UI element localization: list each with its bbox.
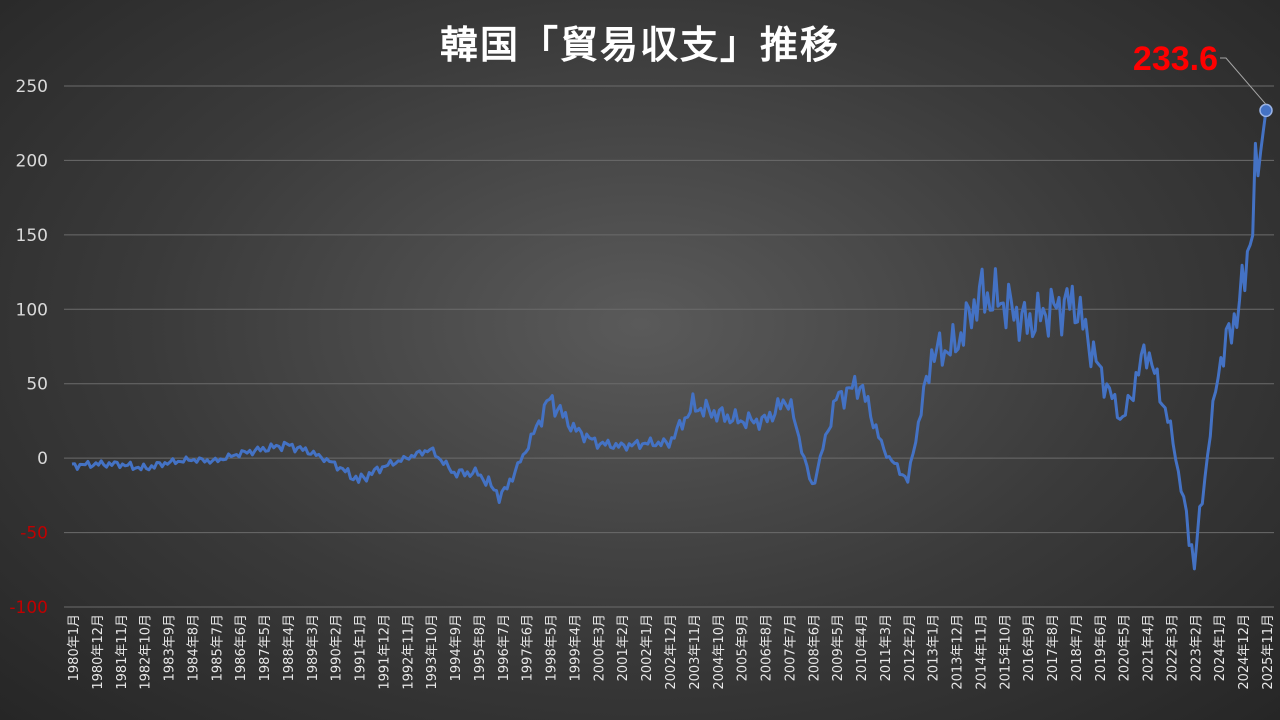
x-tick-label: 2025年11月 bbox=[1261, 614, 1276, 690]
x-tick-label: 2002年1月 bbox=[640, 614, 655, 681]
x-tick-label: 1980年12月 bbox=[91, 614, 106, 690]
x-tick-label: 2001年2月 bbox=[616, 614, 631, 681]
x-tick-label: 2015年10月 bbox=[998, 614, 1013, 690]
x-tick-label: 1999年4月 bbox=[568, 614, 583, 681]
x-tick-label: 1980年1月 bbox=[67, 614, 82, 681]
x-tick-label: 2012年2月 bbox=[903, 614, 918, 681]
x-tick-label: 1990年2月 bbox=[330, 614, 345, 681]
y-tick-label: -100 bbox=[9, 598, 48, 618]
x-tick-label: 1981年11月 bbox=[115, 614, 130, 690]
x-tick-label: 1985年7月 bbox=[210, 614, 225, 681]
last-point-marker bbox=[1259, 103, 1273, 118]
x-tick-label: 2007年7月 bbox=[783, 614, 798, 681]
x-tick-label: 2014年11月 bbox=[974, 614, 989, 690]
x-tick-label: 2005年9月 bbox=[736, 614, 751, 681]
x-tick-label: 1992年11月 bbox=[401, 614, 416, 690]
x-tick-label: 2006年8月 bbox=[760, 614, 775, 681]
x-tick-label: 2017年8月 bbox=[1046, 614, 1061, 681]
x-tick-label: 1991年1月 bbox=[354, 614, 369, 681]
x-tick-label: 2002年12月 bbox=[664, 614, 679, 690]
y-tick-label: 150 bbox=[16, 226, 48, 246]
y-tick-label: 100 bbox=[16, 300, 48, 320]
x-tick-label: 2004年10月 bbox=[712, 614, 727, 690]
x-tick-label: 1998年5月 bbox=[545, 614, 560, 681]
x-tick-label: 2024年1月 bbox=[1213, 614, 1228, 681]
x-tick-label: 1987年5月 bbox=[258, 614, 273, 681]
x-tick-label: 2010年4月 bbox=[855, 614, 870, 681]
x-tick-label: 2003年11月 bbox=[688, 614, 703, 690]
last-value-label: 233.6 bbox=[1133, 40, 1218, 78]
x-tick-label: 1989年3月 bbox=[306, 614, 321, 681]
y-tick-label: 250 bbox=[16, 77, 48, 97]
annotation-leader bbox=[1220, 57, 1267, 105]
x-tick-label: 2000年3月 bbox=[592, 614, 607, 681]
x-tick-label: 1986年6月 bbox=[234, 614, 249, 681]
x-tick-label: 1995年8月 bbox=[473, 614, 488, 681]
x-tick-label: 1982年10月 bbox=[139, 614, 154, 690]
x-tick-label: 1991年12月 bbox=[377, 614, 392, 690]
y-tick-label: 50 bbox=[26, 375, 48, 395]
x-tick-label: 1996年7月 bbox=[497, 614, 512, 681]
x-tick-label: 1994年9月 bbox=[449, 614, 464, 681]
x-tick-label: 2023年2月 bbox=[1189, 614, 1204, 681]
x-tick-label: 2022年3月 bbox=[1165, 614, 1180, 681]
series-line bbox=[71, 110, 1268, 571]
x-tick-label: 2016年9月 bbox=[1022, 614, 1037, 681]
x-tick-label: 2024年12月 bbox=[1237, 614, 1252, 690]
x-tick-label: 1983年9月 bbox=[163, 614, 178, 681]
y-tick-label: 200 bbox=[16, 151, 48, 171]
y-tick-label: -50 bbox=[20, 524, 48, 544]
x-tick-label: 2013年12月 bbox=[951, 614, 966, 690]
x-tick-label: 1984年8月 bbox=[186, 614, 201, 681]
x-tick-label: 2008年6月 bbox=[807, 614, 822, 681]
x-tick-label: 1993年10月 bbox=[425, 614, 440, 690]
x-tick-label: 2018年7月 bbox=[1070, 614, 1085, 681]
x-tick-label: 2020年5月 bbox=[1118, 614, 1133, 681]
x-tick-label: 2019年6月 bbox=[1094, 614, 1109, 681]
chart-title: 韓国「貿易収支」推移 bbox=[439, 23, 840, 67]
x-tick-label: 2013年1月 bbox=[927, 614, 942, 681]
x-tick-label: 1988年4月 bbox=[282, 614, 297, 681]
x-tick-label: 2009年5月 bbox=[831, 614, 846, 681]
x-tick-label: 2011年3月 bbox=[879, 614, 894, 681]
x-tick-label: 2021年4月 bbox=[1142, 614, 1157, 681]
x-tick-label: 1997年6月 bbox=[521, 614, 536, 681]
y-tick-label: 0 bbox=[37, 449, 48, 469]
